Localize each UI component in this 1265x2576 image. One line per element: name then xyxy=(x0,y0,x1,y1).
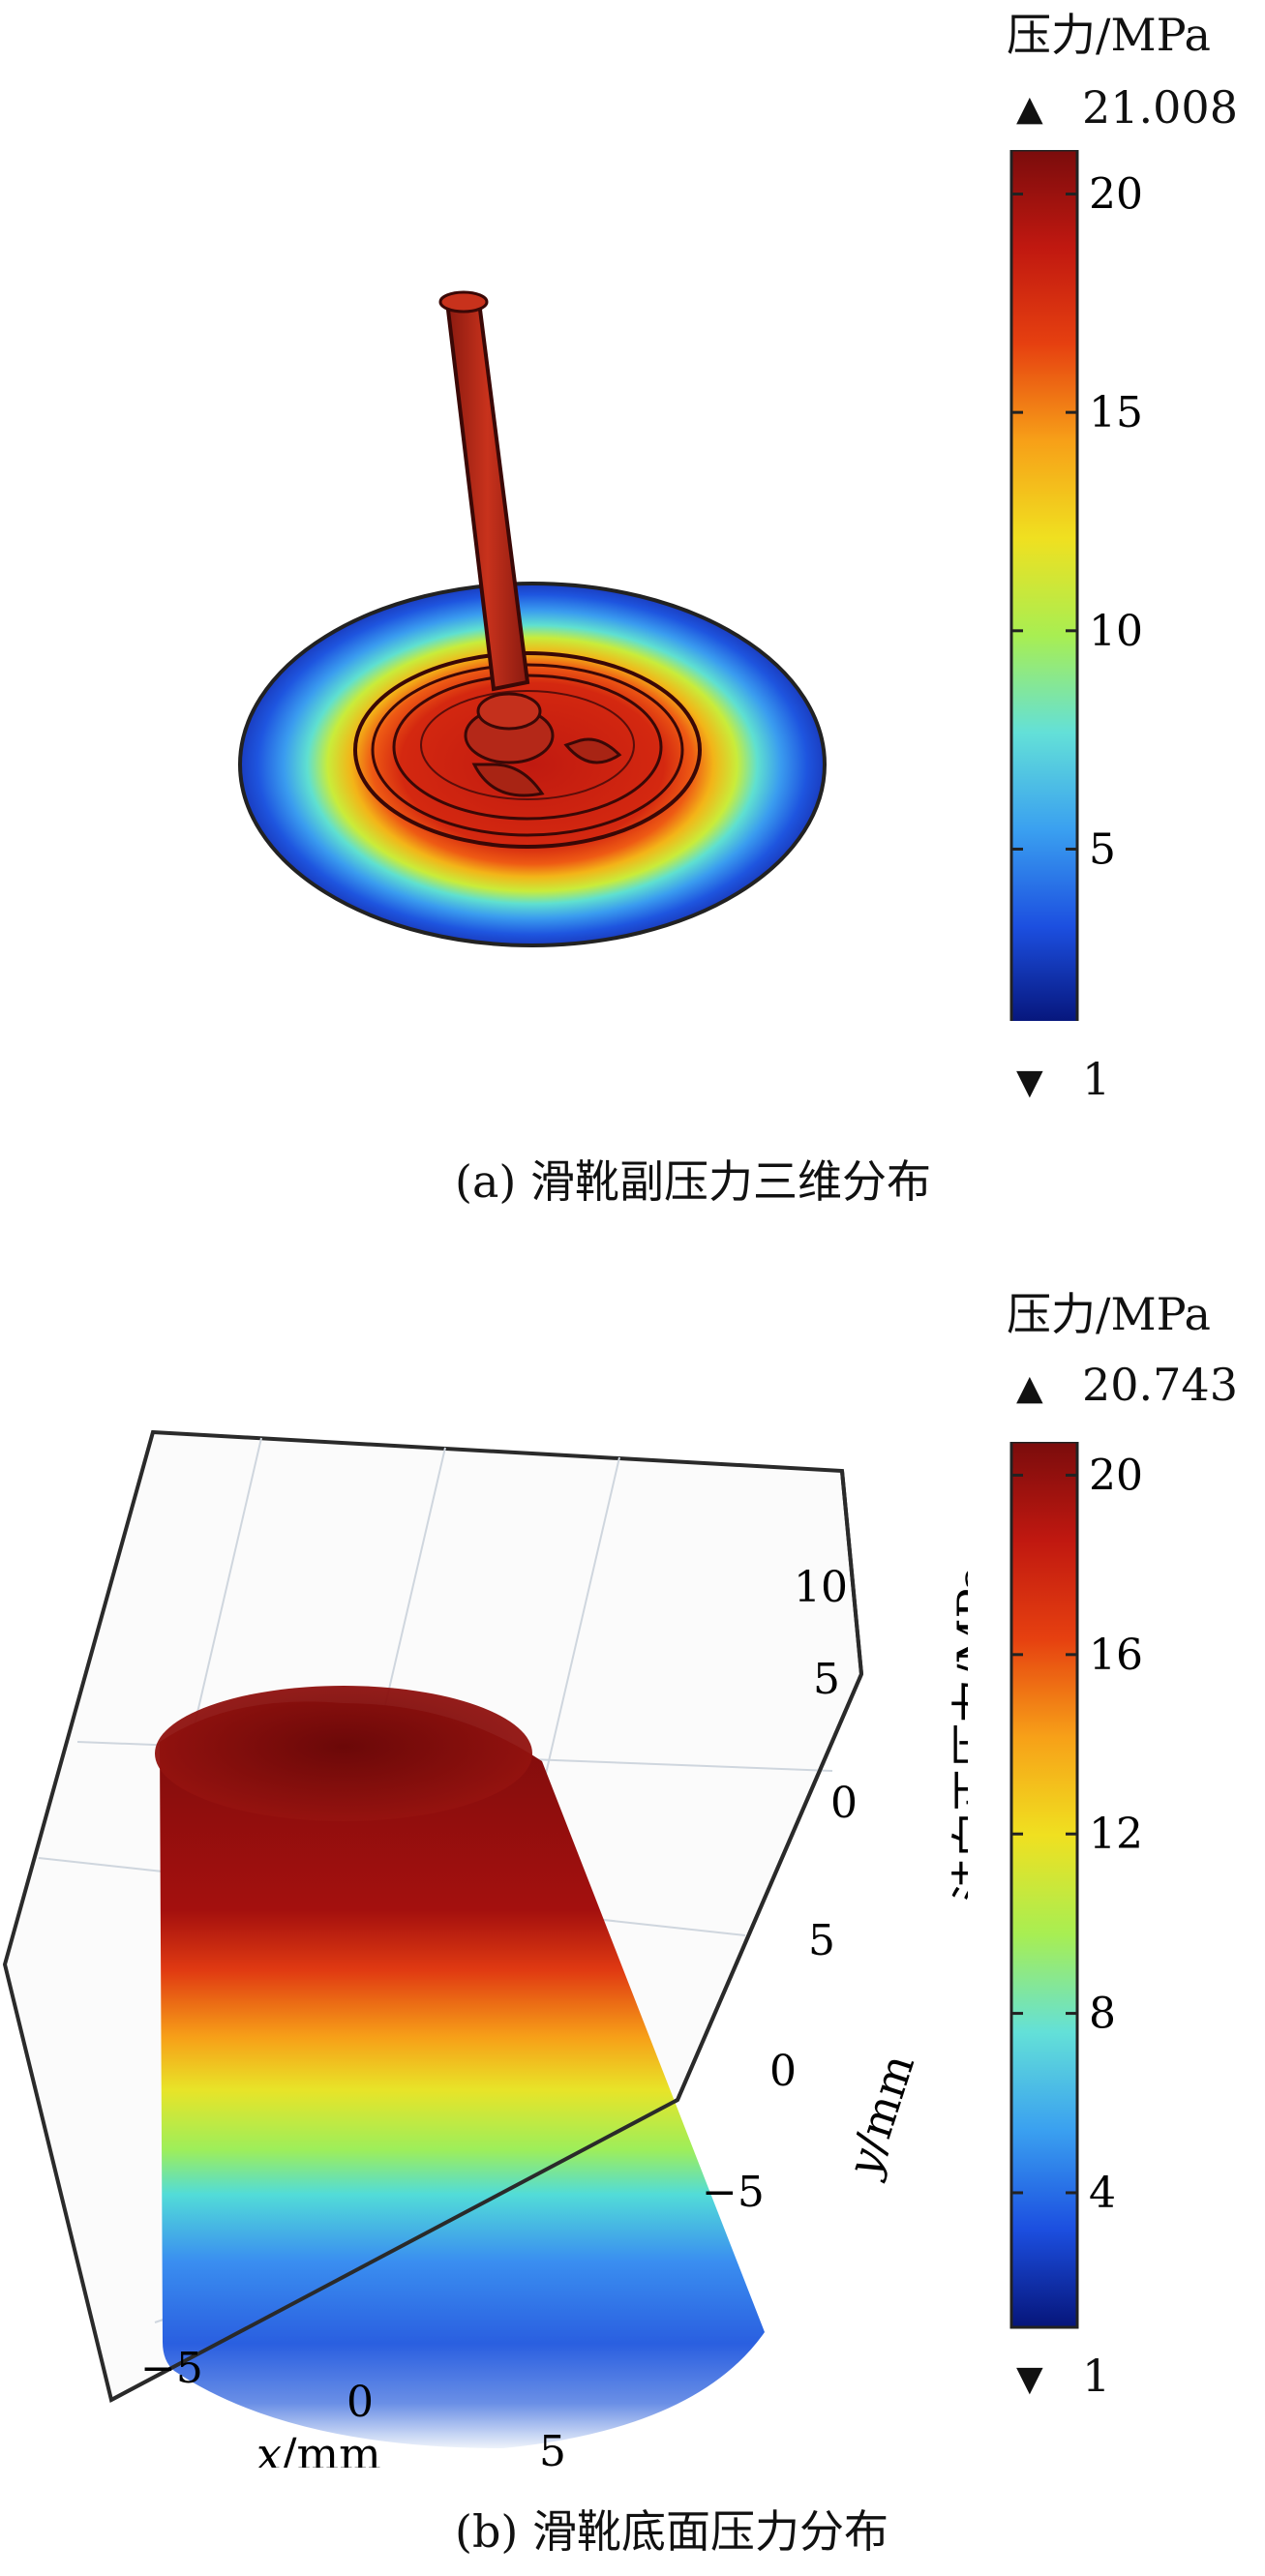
slipper-ring-inner xyxy=(371,663,684,837)
x-axis-label: x/mm xyxy=(256,2428,381,2468)
surface-top xyxy=(155,1686,532,1821)
z-axis-line xyxy=(840,1470,863,1675)
x-tick: 0 xyxy=(346,2378,374,2427)
colorbar-tick-label: 12 xyxy=(1089,1810,1143,1859)
x-tick: 5 xyxy=(539,2427,566,2468)
z-tick: 5 xyxy=(813,1655,840,1704)
pressure-surface xyxy=(160,1701,765,2448)
slipper-hook-right xyxy=(563,737,622,764)
colorbar-b-min: 1 xyxy=(1082,2350,1111,2402)
colorbar-b: 20 16 12 8 4 xyxy=(1009,1442,1143,2329)
triangle-down-icon: ▼ xyxy=(1016,1063,1043,1102)
slipper-hook-left xyxy=(471,763,545,797)
colorbar-b-max: 20.743 xyxy=(1082,1359,1238,1411)
colorbar-a: 20 15 10 5 xyxy=(1009,150,1143,1021)
y-axis-unit: /mm xyxy=(844,2048,924,2158)
z-tick: 10 xyxy=(794,1563,848,1612)
colorbar-tick-label: 8 xyxy=(1089,1990,1116,2039)
x-axis-unit: /mm xyxy=(282,2428,381,2468)
colorbar-tick-label: 4 xyxy=(1089,2169,1116,2218)
triangle-down-icon: ▼ xyxy=(1016,2359,1043,2399)
y-tick: 0 xyxy=(769,2047,797,2096)
colorbar-a-max: 21.008 xyxy=(1082,81,1238,134)
z-axis-label: 法向正压力/MPa xyxy=(948,1564,968,1902)
y-tick: 5 xyxy=(808,1916,835,1965)
colorbar-tick-label: 15 xyxy=(1089,388,1143,437)
z-tick: 0 xyxy=(830,1779,858,1828)
slipper-ring-outer xyxy=(353,651,702,849)
slipper-ring-pocket xyxy=(420,690,635,800)
colorbar-a-min: 1 xyxy=(1082,1053,1111,1105)
ball-joint-neck xyxy=(476,692,542,731)
colorbar-tick-label: 10 xyxy=(1089,607,1143,656)
triangle-up-icon: ▲ xyxy=(1016,89,1043,129)
x-axis-line xyxy=(110,2098,678,2402)
colorbar-tick-label: 16 xyxy=(1089,1631,1143,1680)
triangle-up-icon: ▲ xyxy=(1016,1368,1043,1408)
surface-plot-b: 10 5 0 5 0 −5 −5 0 5 x/mm y/mm 法向正压力/MPa xyxy=(2,1429,968,2468)
colorbar-b-title: 压力/MPa xyxy=(1007,1288,1211,1340)
pressure-disc xyxy=(238,582,827,947)
colorbar-b-gradient xyxy=(1009,1442,1079,2329)
colorbar-a-gradient xyxy=(1009,150,1079,1021)
x-axis-var: x xyxy=(256,2428,282,2468)
y-axis-line xyxy=(676,1673,863,2101)
rod-top-cap xyxy=(438,290,489,314)
caption-a: (a) 滑靴副压力三维分布 xyxy=(455,1155,931,1208)
y-axis-label: y/mm xyxy=(835,2048,924,2184)
caption-b: (b) 滑靴底面压力分布 xyxy=(455,2505,889,2558)
colorbar-tick-label: 20 xyxy=(1089,1451,1143,1500)
colorbar-tick-label: 5 xyxy=(1089,824,1116,874)
y-tick: −5 xyxy=(702,2168,765,2217)
colorbar-a-title: 压力/MPa xyxy=(1007,9,1211,61)
slipper-3d-model xyxy=(238,290,827,947)
x-tick: −5 xyxy=(140,2344,203,2393)
colorbar-tick-label: 20 xyxy=(1089,169,1143,219)
